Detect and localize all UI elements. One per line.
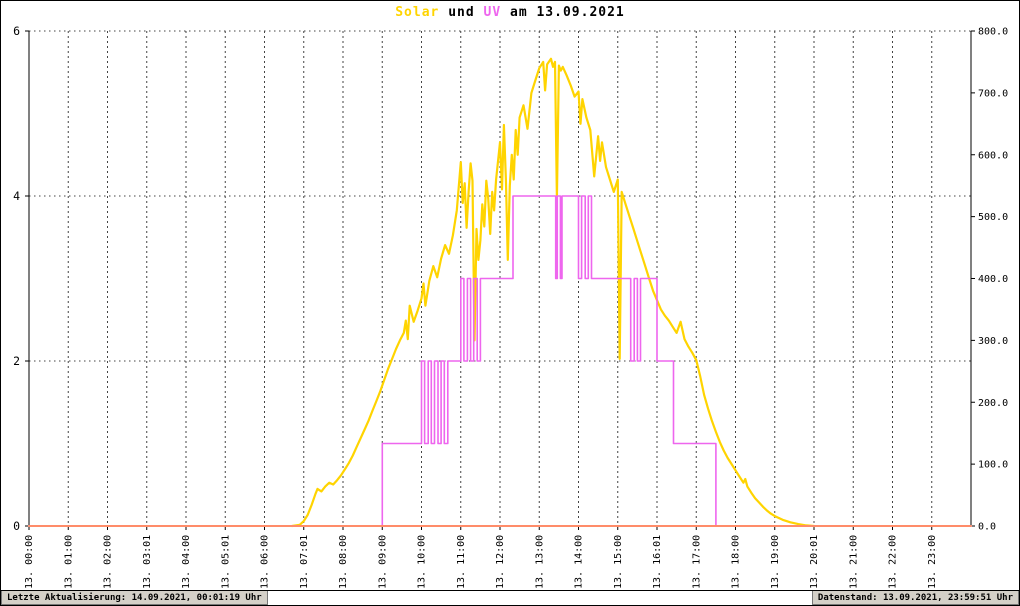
x-tick-label: 13. 14:00 (574, 535, 585, 589)
x-tick-label: 13. 19:00 (770, 535, 781, 589)
x-tick-label: 13. 08:00 (338, 535, 349, 589)
x-tick-label: 13. 18:00 (731, 535, 742, 589)
last-update-text: Letzte Aktualisierung: 14.09.2021, 00:01… (1, 591, 268, 605)
chart-title: Solar und UV am 13.09.2021 (1, 5, 1019, 20)
solar-uv-chart: 0 2 4 6 0.0 100.0 200.0 300.0 400.0 500.0 600.0 700… (13, 24, 1008, 589)
series-uv (28, 195, 972, 527)
x-tick-label: 13. 10:00 (417, 535, 428, 589)
x-tick-label: 13. 02:00 (103, 535, 114, 589)
right-tick-label: 0.0 (978, 522, 996, 533)
right-tick-label: 300.0 (978, 336, 1008, 347)
x-tick-label: 13. 06:00 (260, 535, 271, 589)
x-tick-label: 13. 05:01 (220, 535, 231, 589)
title-solar-label: Solar (395, 5, 440, 20)
right-tick-label: 400.0 (978, 274, 1008, 285)
right-tick-label: 800.0 (978, 27, 1008, 38)
data-timestamp-text: Datenstand: 13.09.2021, 23:59:51 Uhr (811, 591, 1019, 605)
left-tick-label: 2 (13, 354, 20, 368)
x-tick-label: 13. 09:00 (377, 535, 388, 589)
x-tick-label: 13. 07:01 (299, 535, 310, 589)
title-uv-label: UV (483, 5, 502, 20)
right-tick-label: 100.0 (978, 460, 1008, 471)
right-tick-label: 600.0 (978, 150, 1008, 161)
x-tick-label: 13. 16:01 (652, 535, 663, 589)
x-tick-label: 13. 23:00 (927, 535, 938, 589)
title-und-text: und (439, 5, 484, 20)
status-bar: Letzte Aktualisierung: 14.09.2021, 00:01… (1, 590, 1019, 605)
x-tick-label: 13. 11:00 (456, 535, 467, 589)
series-solar (290, 57, 816, 528)
x-tick-label: 13. 15:00 (613, 535, 624, 589)
x-tick-label: 13. 04:00 (181, 535, 192, 589)
right-tick-label: 700.0 (978, 88, 1008, 99)
x-tick-label: 13. 21:00 (848, 535, 859, 589)
left-tick-label: 4 (13, 189, 20, 203)
x-tick-label: 13. 01:00 (63, 535, 74, 589)
x-tick-label: 13. 20:01 (809, 535, 820, 589)
title-date-text: am 13.09.2021 (501, 5, 625, 20)
x-tick-label: 13. 22:00 (888, 535, 899, 589)
x-tick-label: 13. 00:00 (24, 535, 35, 589)
right-tick-label: 200.0 (978, 398, 1008, 409)
left-tick-label: 6 (13, 24, 20, 38)
x-tick-label: 13. 17:00 (691, 535, 702, 589)
left-tick-label: 0 (13, 519, 20, 533)
x-tick-label: 13. 12:00 (495, 535, 506, 589)
x-tick-label: 13. 03:01 (142, 535, 153, 589)
right-tick-label: 500.0 (978, 212, 1008, 223)
x-tick-label: 13. 13:00 (534, 535, 545, 589)
